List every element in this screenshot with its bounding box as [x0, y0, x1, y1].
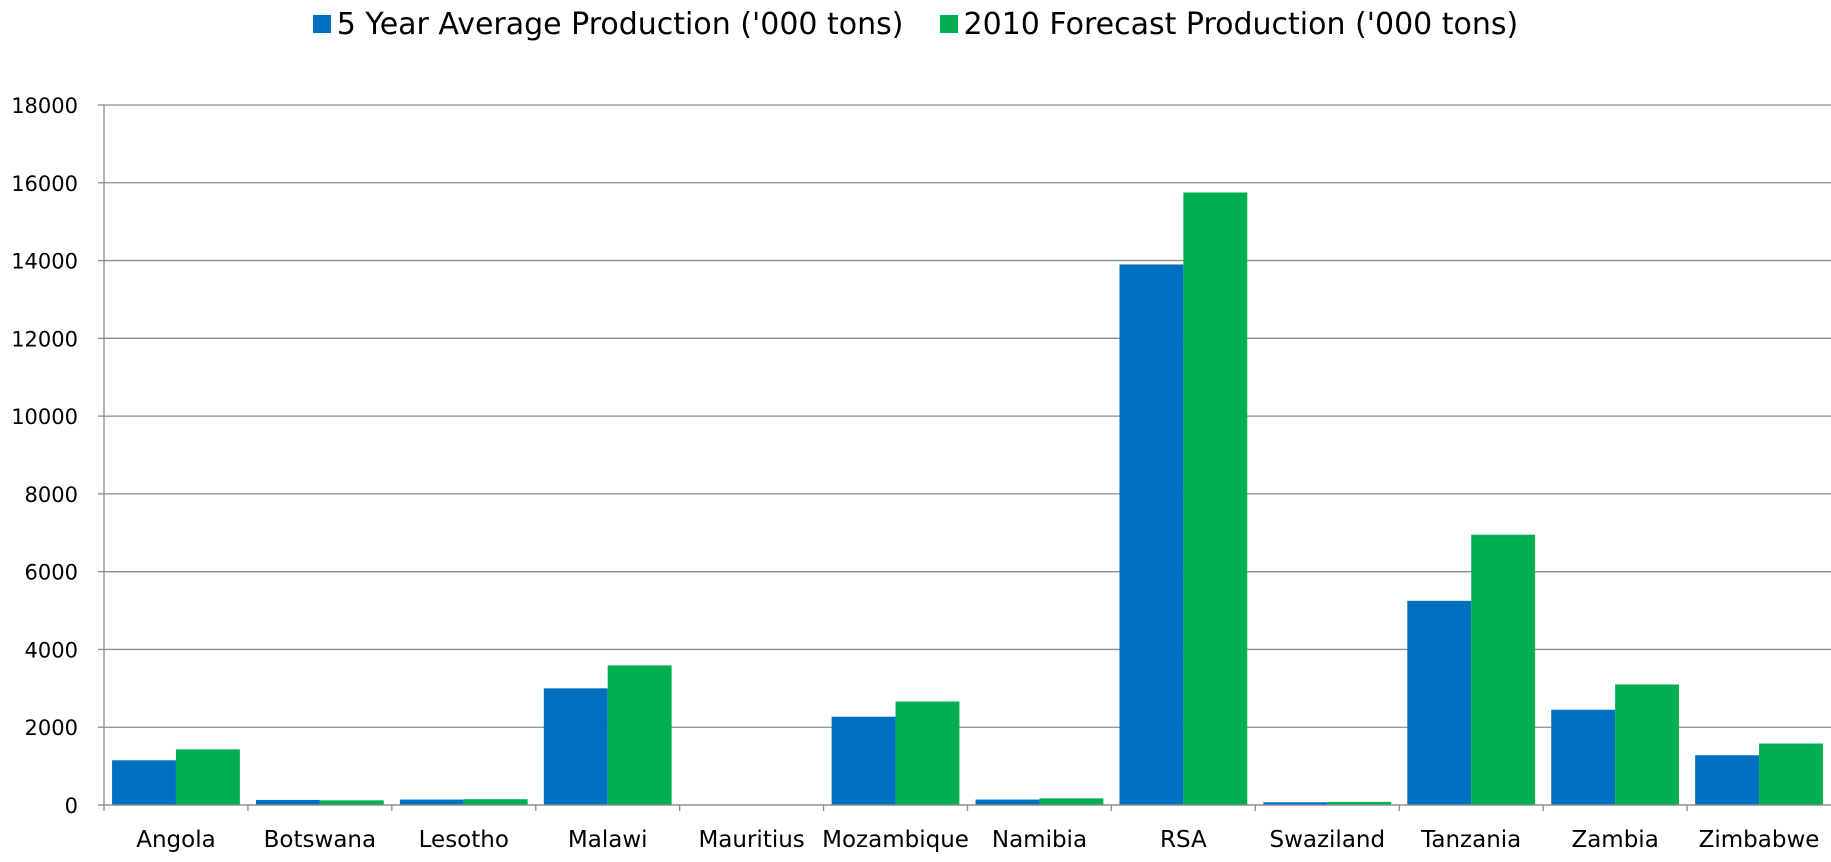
bar-swaziland-series-1 [1263, 802, 1328, 805]
legend-swatch-series-2 [939, 15, 958, 33]
bar-namibia-series-1 [975, 799, 1040, 805]
y-tick-label: 10000 [11, 405, 78, 429]
x-tick-label-tanzania: Tanzania [1420, 827, 1521, 853]
bar-tanzania-series-1 [1407, 600, 1472, 805]
x-tick-label-mauritius: Mauritius [698, 827, 804, 853]
x-tick-label-lesotho: Lesotho [419, 827, 509, 853]
y-tick-label: 0 [65, 794, 78, 818]
y-tick-label: 6000 [25, 561, 78, 585]
y-tick-label: 8000 [25, 483, 78, 507]
y-tick-label: 18000 [11, 94, 78, 118]
bar-namibia-series-2 [1039, 798, 1104, 805]
bar-mozambique-series-2 [895, 701, 960, 805]
bar-rsa-series-1 [1119, 264, 1184, 805]
x-tick-label-swaziland: Swaziland [1269, 827, 1385, 853]
bar-swaziland-series-2 [1327, 801, 1392, 805]
y-tick-label: 2000 [25, 716, 78, 740]
bar-botswana-series-1 [255, 799, 320, 805]
bar-tanzania-series-2 [1471, 534, 1536, 805]
y-tick-label: 14000 [11, 250, 78, 274]
x-tick-label-malawi: Malawi [568, 827, 648, 853]
x-tick-label-botswana: Botswana [264, 827, 376, 853]
y-tick-label: 12000 [11, 327, 78, 351]
x-tick-label-mozambique: Mozambique [822, 827, 969, 853]
y-tick-label: 4000 [25, 638, 78, 662]
bar-mozambique-series-1 [831, 716, 896, 805]
x-tick-label-rsa: RSA [1160, 827, 1207, 853]
legend: 5 Year Average Production ('000 tons) 20… [0, 2, 1831, 46]
bar-zambia-series-2 [1615, 684, 1680, 805]
bar-lesotho-series-2 [463, 799, 528, 805]
legend-item-series-1: 5 Year Average Production ('000 tons) [312, 6, 904, 42]
bar-lesotho-series-1 [399, 799, 464, 805]
x-tick-label-angola: Angola [136, 827, 215, 853]
bar-malawi-series-1 [543, 688, 608, 805]
bar-zimbabwe-series-1 [1695, 755, 1760, 805]
bar-angola-series-2 [175, 749, 240, 805]
legend-swatch-series-1 [312, 15, 331, 33]
legend-label-series-2: 2010 Forecast Production ('000 tons) [963, 6, 1519, 42]
bar-zambia-series-1 [1551, 709, 1616, 805]
legend-label-series-1: 5 Year Average Production ('000 tons) [336, 6, 904, 42]
bar-botswana-series-2 [319, 800, 384, 805]
x-tick-label-zimbabwe: Zimbabwe [1699, 827, 1820, 853]
x-tick-label-zambia: Zambia [1571, 827, 1658, 853]
bar-zimbabwe-series-2 [1759, 743, 1823, 805]
bar-angola-series-1 [112, 760, 176, 805]
x-tick-label-namibia: Namibia [992, 827, 1087, 853]
bar-malawi-series-2 [607, 665, 672, 805]
bar-rsa-series-2 [1183, 192, 1248, 805]
y-tick-label: 16000 [11, 172, 78, 196]
legend-item-series-2: 2010 Forecast Production ('000 tons) [939, 6, 1519, 42]
